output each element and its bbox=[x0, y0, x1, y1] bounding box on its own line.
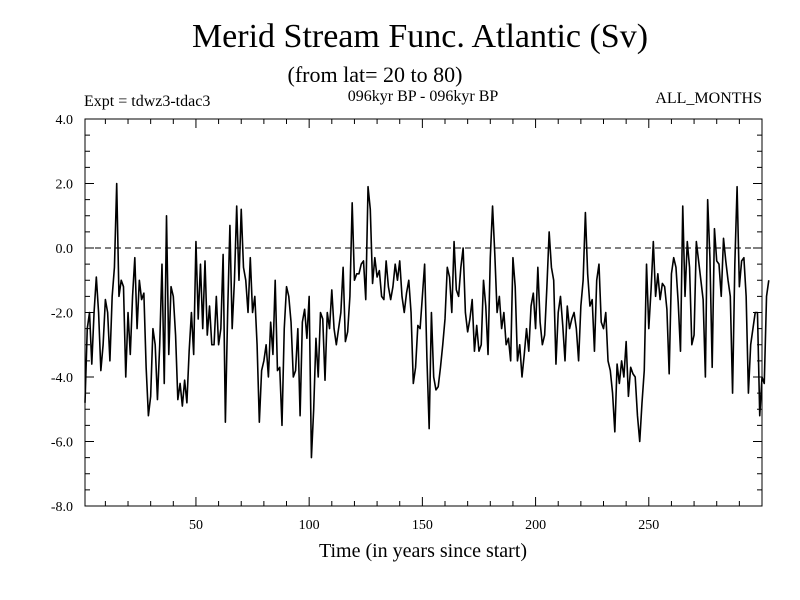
series-line bbox=[84, 182, 770, 459]
y-tick-label: -6.0 bbox=[51, 436, 73, 451]
months-label: ALL_MONTHS bbox=[655, 90, 762, 107]
x-tick-label: 50 bbox=[189, 518, 203, 533]
x-tick-label: 100 bbox=[299, 518, 320, 533]
plot-area: 4.0 2.0 0.0 -2.0 -4.0 -6.0 -8.0 50 100 150 200 250 bbox=[51, 113, 770, 533]
x-axis-label: Time (in years since start) bbox=[319, 540, 527, 562]
x-tick-label: 150 bbox=[412, 518, 433, 533]
period-label: 096kyr BP - 096kyr BP bbox=[348, 88, 499, 105]
y-tick-label: -2.0 bbox=[51, 307, 73, 322]
plot-frame bbox=[84, 118, 763, 507]
y-tick-label: 0.0 bbox=[56, 242, 74, 257]
y-tick-label: 4.0 bbox=[56, 113, 74, 128]
y-tick-label: -8.0 bbox=[51, 500, 73, 515]
x-tick-label: 250 bbox=[638, 518, 659, 533]
chart-subtitle: (from lat= 20 to 80) bbox=[288, 62, 463, 87]
y-tick-label: 2.0 bbox=[56, 178, 74, 193]
chart-title: Merid Stream Func. Atlantic (Sv) bbox=[192, 18, 648, 55]
x-tick-label: 200 bbox=[525, 518, 546, 533]
experiment-label: Expt = tdwz3-tdac3 bbox=[84, 93, 210, 110]
y-tick-label: -4.0 bbox=[51, 371, 73, 386]
